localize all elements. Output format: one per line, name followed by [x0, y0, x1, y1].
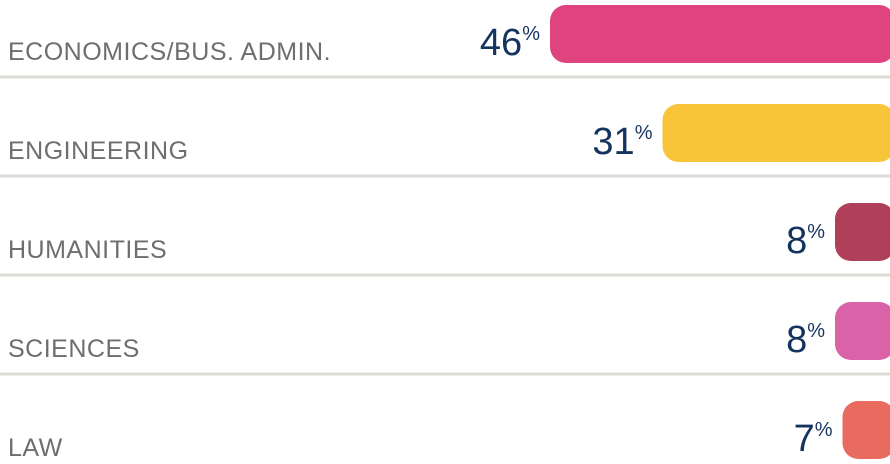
bar	[842, 401, 890, 459]
category-label: HUMANITIES	[8, 236, 167, 264]
bar	[662, 104, 890, 162]
bar	[835, 302, 890, 360]
value-label: 31%	[592, 121, 652, 163]
category-label: LAW	[8, 434, 63, 462]
value-label: 7%	[794, 418, 833, 460]
category-label: ECONOMICS/BUS. ADMIN.	[8, 38, 331, 66]
category-label: ENGINEERING	[8, 137, 189, 165]
bar	[550, 5, 890, 63]
category-label: SCIENCES	[8, 335, 140, 363]
value-label: 46%	[480, 22, 540, 64]
bar	[835, 203, 890, 261]
value-label: 8%	[786, 220, 825, 262]
value-label: 8%	[786, 319, 825, 361]
